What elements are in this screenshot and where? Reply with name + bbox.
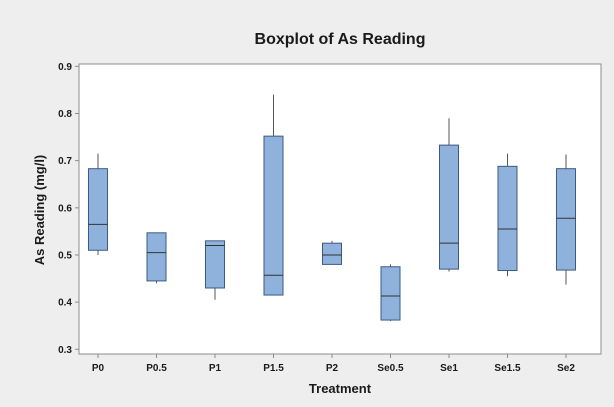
x-tick-label: Se0.5	[377, 363, 404, 374]
x-axis: P0 P0.5 P1 P1.5 P2 Se0.5 Se1 Se1.5 Se2	[92, 354, 575, 374]
box-se0-5	[380, 264, 401, 321]
y-tick-label: 0.9	[58, 62, 72, 73]
x-tick-label: Se1	[440, 363, 458, 374]
box-iqr	[556, 168, 576, 271]
box-p0-5	[146, 232, 167, 284]
x-tick-label: P2	[326, 363, 339, 374]
box-iqr	[497, 165, 518, 272]
box-iqr	[205, 240, 225, 289]
box-se2	[556, 154, 576, 285]
box-iqr	[263, 135, 284, 296]
chart-title: Boxplot of As Reading	[255, 31, 426, 48]
boxes-group	[88, 94, 576, 321]
box-p0	[88, 153, 108, 255]
y-tick-label: 0.5	[58, 250, 72, 261]
x-tick-label: Se2	[557, 363, 575, 374]
box-p1-5	[263, 94, 284, 296]
box-se1-5	[497, 153, 518, 277]
y-tick-label: 0.6	[58, 203, 72, 214]
y-tick-label: 0.3	[58, 345, 72, 356]
y-tick-label: 0.8	[58, 109, 72, 120]
x-tick-label: Se1.5	[494, 363, 521, 374]
plot-area	[78, 63, 602, 355]
x-tick-label: P1	[209, 363, 222, 374]
x-axis-label: Treatment	[309, 381, 372, 396]
box-iqr	[439, 144, 459, 270]
box-p2	[322, 240, 342, 265]
box-se1	[439, 118, 459, 272]
y-axis-label: As Reading (mg/l)	[32, 155, 47, 266]
x-tick-label: P0.5	[146, 363, 167, 374]
box-iqr	[380, 266, 401, 321]
x-tick-label: P1.5	[263, 363, 284, 374]
box-iqr	[146, 232, 167, 282]
box-p1	[205, 240, 225, 300]
y-axis: 0.3 0.4 0.5 0.6 0.7 0.8 0.9	[58, 62, 79, 356]
box-iqr	[88, 168, 108, 251]
y-tick-label: 0.7	[58, 156, 72, 167]
y-tick-label: 0.4	[58, 298, 72, 309]
box-iqr	[322, 242, 342, 265]
x-tick-label: P0	[92, 363, 105, 374]
